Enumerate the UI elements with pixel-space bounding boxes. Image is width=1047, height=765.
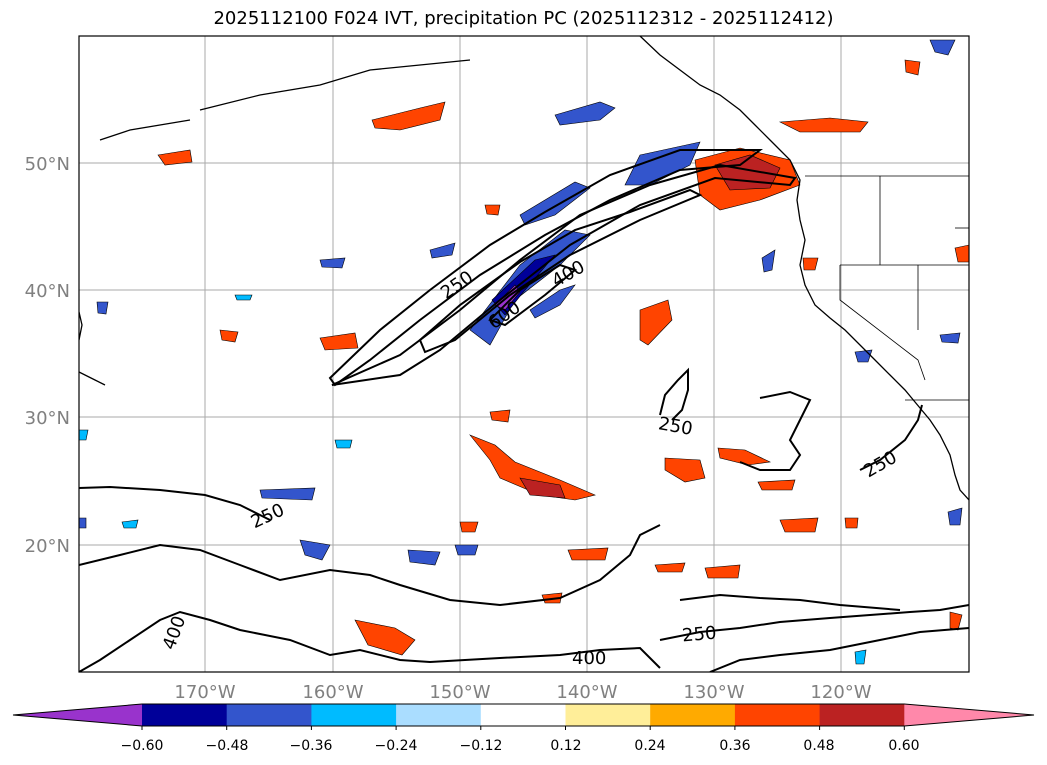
map-title: 2025112100 F024 IVT, precipitation PC (2…	[213, 8, 834, 29]
colorbar-segment	[142, 704, 228, 726]
colorbar-segment	[650, 704, 736, 726]
colorbar-segment	[311, 704, 397, 726]
lon-label: 150°W	[429, 682, 490, 703]
lon-label: 160°W	[302, 682, 363, 703]
colorbar-tick-label: −0.24	[375, 738, 418, 754]
lon-label: 120°W	[810, 682, 871, 703]
colorbar-extend-min	[13, 704, 142, 726]
coastlines	[79, 36, 969, 501]
contour-label: 250	[681, 623, 717, 647]
lon-label: 170°W	[174, 682, 235, 703]
lon-label: 130°W	[683, 682, 744, 703]
colorbar-segment	[226, 704, 312, 726]
colorbar-tick-label: −0.60	[121, 738, 164, 754]
lat-label: 40°N	[25, 281, 70, 302]
colorbar-tick-label: −0.12	[460, 738, 503, 754]
lat-label: 30°N	[25, 408, 70, 429]
colorbar-tick-label: 0.12	[550, 738, 581, 754]
lon-axis-labels: 170°W 160°W 150°W 140°W 130°W 120°W	[174, 682, 871, 703]
colorbar-tick-label: 0.60	[888, 738, 919, 754]
colorbar-tick-label: 0.48	[803, 738, 834, 754]
colorbar-tick-label: −0.48	[206, 738, 249, 754]
colorbar-segment	[565, 704, 651, 726]
map-frame	[79, 36, 969, 672]
colorbar	[12, 703, 1035, 730]
colorbar-extend-max	[904, 704, 1034, 726]
lon-label: 140°W	[556, 682, 617, 703]
lat-axis-labels: 50°N 40°N 30°N 20°N	[25, 154, 70, 557]
lat-label: 20°N	[25, 536, 70, 557]
pc-positive-shading	[157, 59, 969, 656]
colorbar-segment	[480, 704, 566, 726]
map-border	[78, 35, 970, 673]
graticule	[79, 36, 969, 672]
colorbar-segment	[819, 704, 905, 726]
colorbar-ticks: −0.60 −0.48 −0.36 −0.24 −0.12 0.12 0.24 …	[121, 738, 920, 754]
colorbar-tick-label: −0.36	[290, 738, 333, 754]
colorbar-tick-label: 0.36	[719, 738, 750, 754]
lat-label: 50°N	[25, 154, 70, 175]
contour-label: 400	[572, 648, 606, 669]
colorbar-tick-label: 0.24	[634, 738, 665, 754]
political-borders	[805, 175, 969, 401]
ivt-contours	[79, 149, 969, 672]
colorbar-segment	[734, 704, 821, 726]
colorbar-segment	[396, 704, 482, 726]
